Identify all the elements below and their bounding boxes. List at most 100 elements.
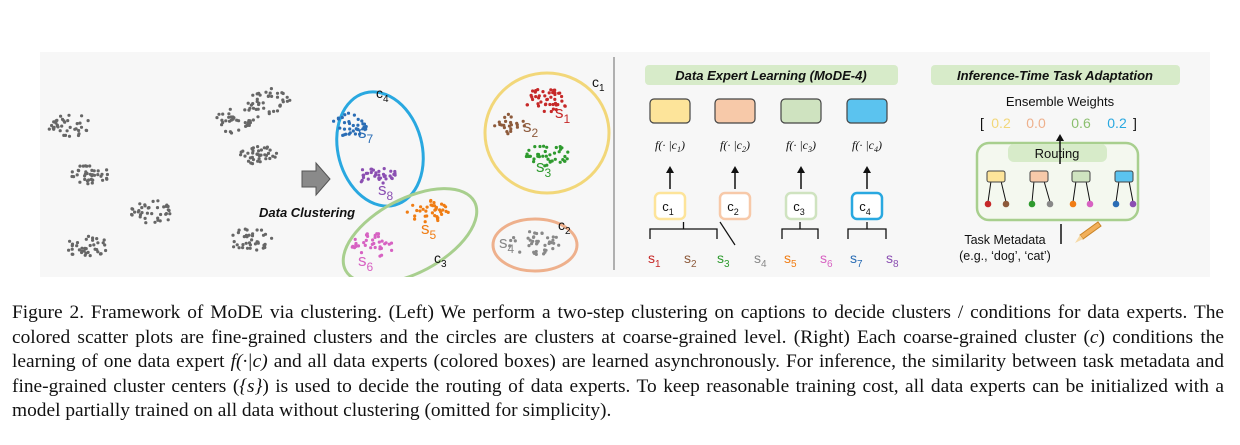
raw-point [241,243,245,247]
raw-point [75,173,79,177]
fine-cluster-s2: s2 [684,250,697,270]
routing-center-dot [1046,200,1054,208]
s8-point [377,169,381,173]
coarse-label-c3: c3 [434,250,447,270]
s5-point [429,203,433,207]
raw-point [224,129,228,133]
coarse-cluster-c1 [483,71,611,195]
s8-point [381,181,385,185]
raw-point [95,237,99,241]
arrow-head [797,166,805,173]
raw-point [266,151,271,155]
raw-point [90,181,94,185]
raw-point [248,246,252,250]
grouping-brace [847,222,887,239]
raw-point [143,204,147,208]
raw-point [262,146,266,150]
s3-point [544,154,548,158]
raw-point [50,123,54,128]
raw-point [70,247,74,251]
raw-point [79,125,84,129]
raw-point [250,238,254,242]
raw-point [253,242,257,246]
raw-point [86,250,90,254]
raw-point [255,97,259,101]
fine-cluster-s3: s3 [717,250,730,270]
raw-point [66,119,70,123]
raw-point [164,212,168,216]
raw-point [166,208,170,212]
s5-point [413,217,417,221]
fine-label-s3: s3 [536,157,552,180]
raw-point [89,177,93,181]
raw-point [158,219,162,223]
s7-point [332,119,336,123]
s5-point [436,216,440,220]
s6-point [354,243,358,247]
s3-point [548,160,552,164]
raw-point [168,212,172,216]
raw-point [228,130,232,134]
s1-point [549,88,553,92]
s3-point [563,159,567,163]
raw-point [58,129,62,133]
s2-point [522,124,526,128]
grouping-brace [719,221,736,246]
raw-point [80,246,84,250]
raw-point [150,212,154,216]
raw-point [88,164,92,168]
arrow-head [863,166,871,173]
routing-center-dot [1002,200,1010,208]
raw-point [91,238,95,242]
s3-point [533,145,537,149]
raw-point [267,110,271,114]
raw-point [251,93,255,97]
raw-point [239,150,243,154]
raw-point [278,103,282,107]
s2-point [509,120,513,125]
raw-point [262,106,266,110]
raw-point [241,246,245,250]
raw-point [235,243,239,247]
s6-point [363,243,367,247]
raw-point [232,116,236,120]
s7-point [338,126,342,130]
s4-point [549,241,553,245]
s6-point [380,239,384,243]
s3-point [563,154,567,159]
raw-point [231,233,235,237]
clustering-arrow-icon [301,161,331,197]
s7-point [342,127,347,131]
grouping-brace [649,222,718,239]
s1-point [551,107,555,111]
raw-point [105,168,109,172]
s3-point [548,153,552,157]
expert-function-c2: f(· |c2) [720,138,750,154]
s3-point [558,145,562,149]
s4-point [528,238,532,242]
data-expert-title: Data Expert Learning (MoDE-4) [675,68,866,83]
raw-point [268,148,272,152]
raw-point [264,157,268,161]
s5-point [411,203,415,207]
raw-point [65,129,69,133]
inference-title: Inference-Time Task Adaptation [957,68,1153,83]
raw-point [93,247,97,251]
s2-point [515,123,519,127]
raw-point [71,252,75,256]
s5-point [430,211,434,215]
raw-point [261,101,265,105]
s6-point [373,235,377,239]
s7-point [364,125,368,129]
s6-point [389,241,394,245]
raw-point [257,91,261,95]
raw-point [147,206,151,210]
s6-point [376,235,380,239]
s4-point [540,231,544,235]
s1-point [542,109,546,113]
s1-point [549,95,553,99]
coarse-cluster-c3 [341,187,479,277]
raw-point [275,109,280,113]
raw-point [85,164,89,168]
raw-data-points [47,87,292,258]
